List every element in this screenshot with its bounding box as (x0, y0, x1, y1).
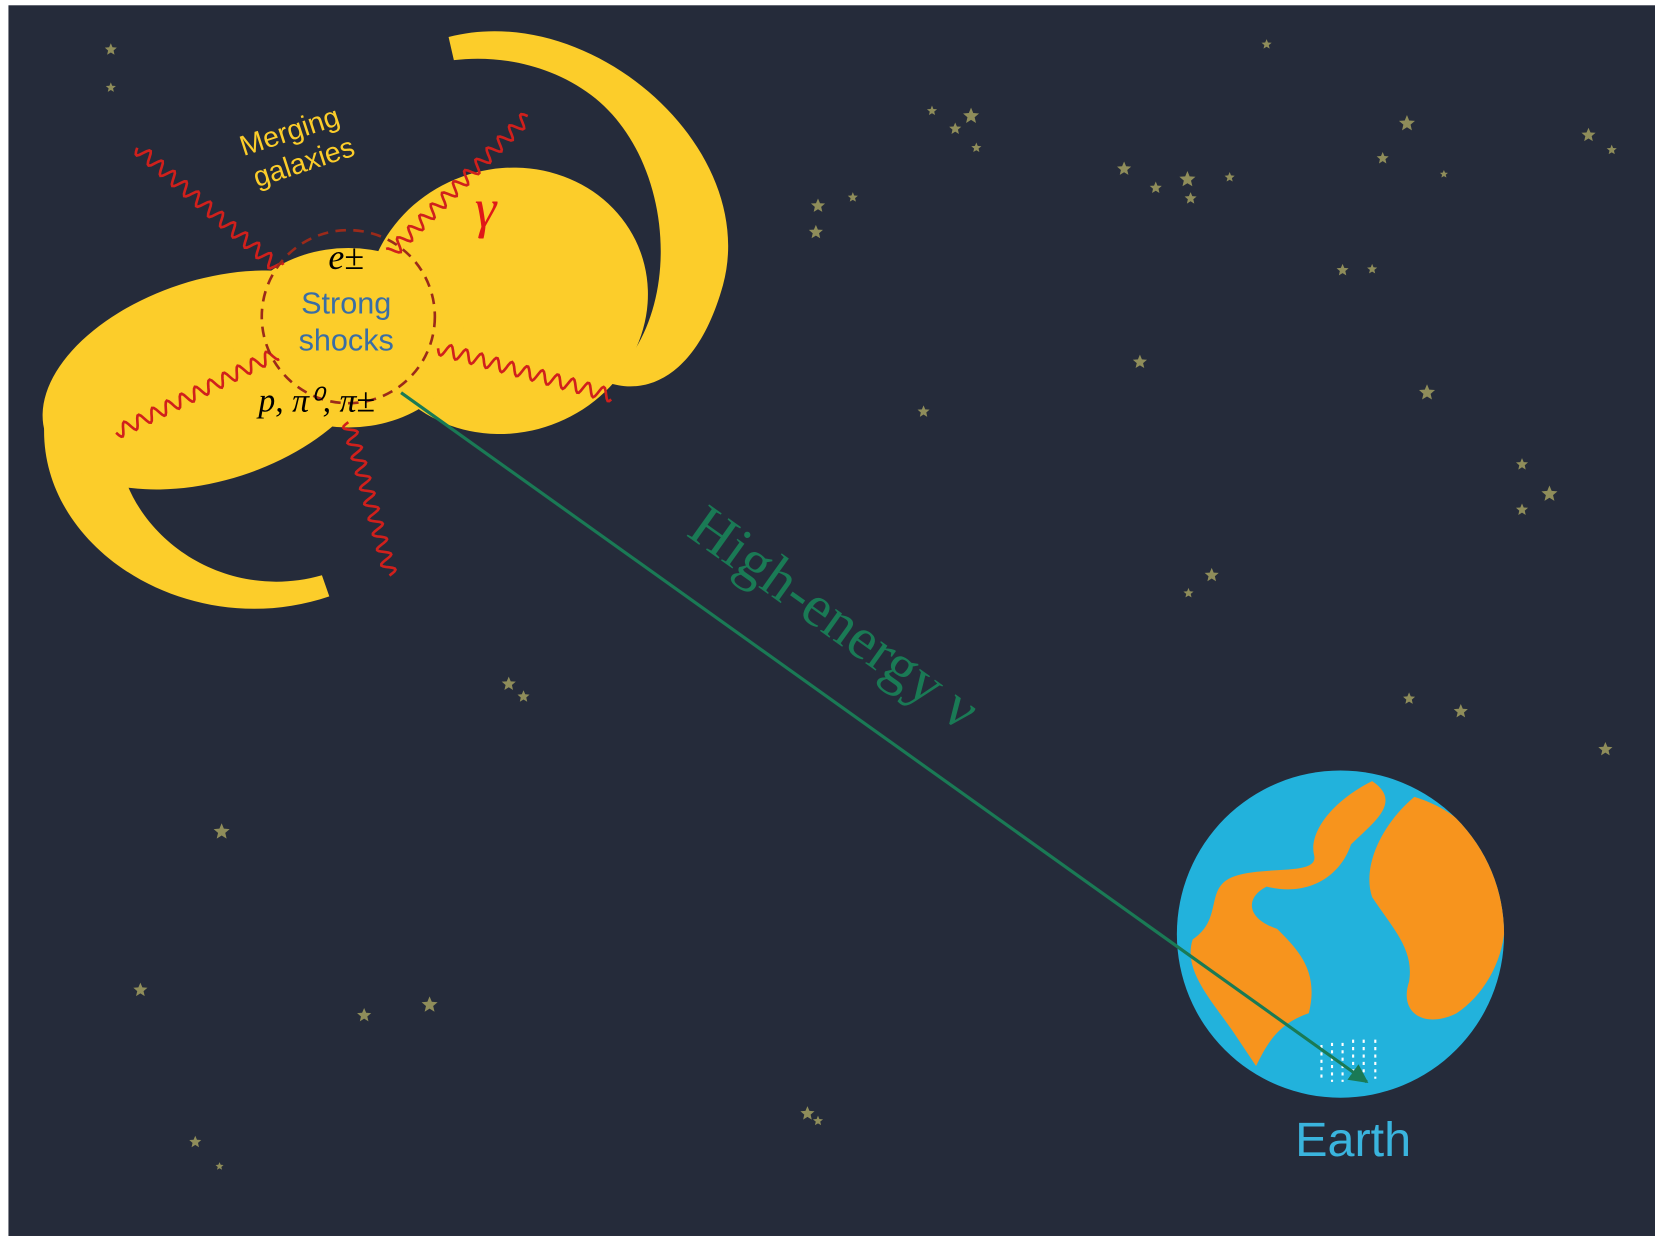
star (949, 122, 962, 134)
star (1418, 384, 1436, 400)
star (847, 192, 858, 202)
star (917, 405, 930, 417)
star (215, 1162, 224, 1170)
photon-wave (385, 112, 529, 254)
star (1261, 39, 1272, 49)
star (189, 1135, 202, 1148)
star (1598, 742, 1613, 756)
earth (1176, 770, 1505, 1098)
star (963, 107, 980, 123)
star (1606, 144, 1617, 155)
photon-wave (436, 343, 613, 403)
star (1515, 458, 1529, 470)
star (517, 690, 530, 702)
neutrino-arrow (400, 391, 1369, 1084)
star (1453, 704, 1468, 718)
photon-waves (115, 112, 613, 577)
shock-label: shocks (299, 323, 394, 357)
star (1541, 485, 1558, 501)
star (1224, 172, 1235, 182)
star (1204, 567, 1219, 582)
star (1439, 169, 1448, 178)
star (1336, 263, 1349, 276)
star (810, 198, 826, 212)
star (1117, 161, 1132, 175)
star (1179, 171, 1196, 187)
star (1581, 127, 1596, 142)
star (1398, 115, 1415, 131)
star (213, 823, 230, 839)
star (1132, 354, 1147, 369)
star (501, 676, 516, 690)
star (1376, 152, 1389, 164)
star (1403, 692, 1416, 704)
shock-label: Strong (301, 286, 391, 320)
star (104, 43, 117, 55)
shock-region (260, 228, 437, 405)
electron-label: e± (328, 237, 364, 277)
particle-label: p, π⁰, π± (256, 383, 375, 420)
star (133, 982, 148, 997)
photon-wave (341, 421, 397, 577)
stars (104, 39, 1617, 1170)
star (421, 996, 438, 1012)
star (1149, 181, 1162, 194)
star (105, 82, 116, 92)
star (1183, 587, 1194, 598)
star (1367, 263, 1378, 274)
earth-label: Earth (1295, 1113, 1411, 1167)
star (808, 224, 823, 239)
star (926, 105, 938, 116)
star (357, 1008, 372, 1022)
star (971, 142, 982, 153)
photon-wave (115, 350, 280, 439)
star (1184, 192, 1197, 204)
star (812, 1115, 824, 1126)
photon-wave (134, 147, 285, 270)
star (800, 1106, 815, 1120)
star (1515, 503, 1529, 515)
photon-label: γ (475, 178, 498, 239)
